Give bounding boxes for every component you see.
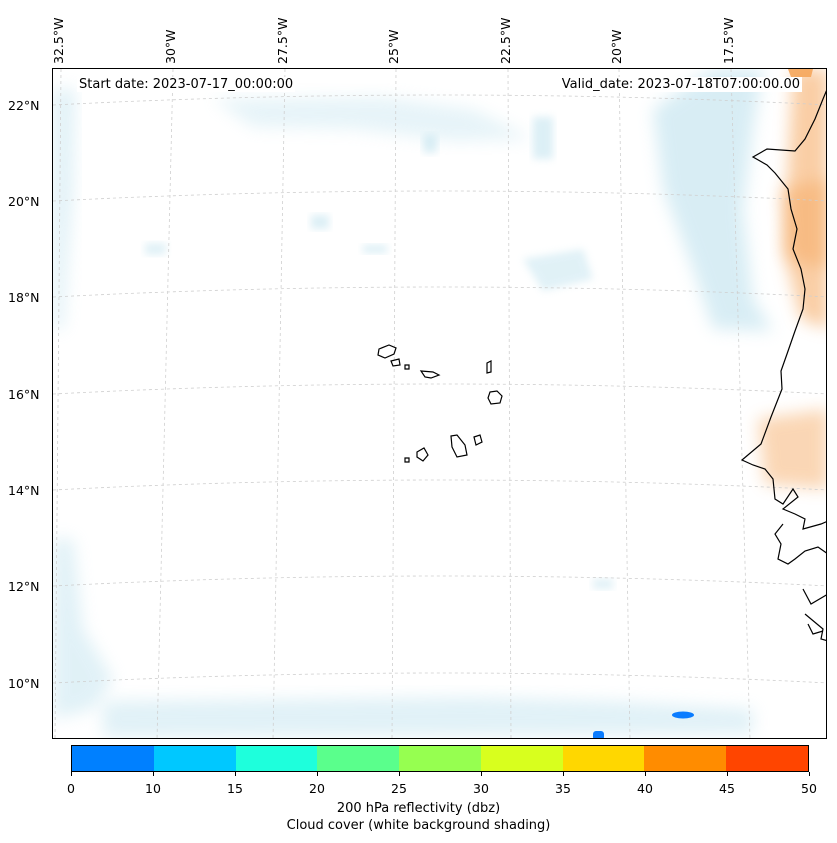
reflectivity-orange — [758, 69, 826, 489]
colorbar-tick — [234, 772, 236, 776]
island-sao-vicente — [390, 358, 401, 367]
colorbar-tick — [562, 772, 564, 776]
start-date-label: Start date: 2023-07-17_00:00:00 — [77, 77, 296, 92]
lon-label-25w: 25°W — [386, 29, 401, 64]
lon-label-20w: 20°W — [609, 29, 624, 64]
lat-label-10n: 10°N — [8, 676, 40, 691]
colorbar-segment-5 — [480, 746, 563, 771]
colorbar-segment-6 — [562, 746, 645, 771]
colorbar-tick — [316, 772, 318, 776]
colorbar-tick-label-10: 10 — [145, 781, 161, 796]
lon-label-27-5w: 27.5°W — [275, 17, 290, 64]
colorbar-tick — [398, 772, 400, 776]
colorbar-segment-7 — [644, 746, 727, 771]
colorbar-tick-label-40: 40 — [637, 781, 653, 796]
island-boa-vista — [487, 390, 503, 405]
lat-label-14n: 14°N — [8, 483, 40, 498]
lat-label-16n: 16°N — [8, 387, 40, 402]
island-maio — [473, 434, 483, 446]
colorbar-tick — [70, 772, 72, 776]
coastline-africa — [740, 90, 826, 642]
colorbar-tick-label-35: 35 — [555, 781, 571, 796]
cloud-shading — [53, 69, 773, 737]
colorbar-tick — [726, 772, 728, 776]
map-panel[interactable]: Start date: 2023-07-17_00:00:00 Valid_da… — [52, 68, 827, 739]
lat-label-22n: 22°N — [8, 98, 40, 113]
island-santo-antao — [377, 344, 397, 359]
colorbar-sublabel: Cloud cover (white background shading) — [286, 818, 551, 833]
colorbar-tick — [480, 772, 482, 776]
lat-label-20n: 20°N — [8, 194, 40, 209]
lon-label-32-5w: 32.5°W — [51, 17, 66, 64]
colorbar-segment-3 — [317, 746, 400, 771]
colorbar-tick-label-0: 0 — [67, 781, 75, 796]
colorbar-tick-label-25: 25 — [391, 781, 407, 796]
colorbar-label: 200 hPa reflectivity (dbz) — [336, 801, 501, 816]
colorbar-segment-1 — [153, 746, 236, 771]
colorbar-segment-0 — [72, 746, 154, 771]
lon-label-17-5w: 17.5°W — [721, 17, 736, 64]
colorbar-tick-label-30: 30 — [473, 781, 489, 796]
valid-date-label: Valid_date: 2023-07-18T07:00:00.00 — [559, 77, 802, 92]
island-santa-luzia — [404, 364, 410, 370]
lon-label-30w: 30°W — [163, 29, 178, 64]
colorbar-segment-4 — [399, 746, 481, 771]
graticule — [53, 69, 826, 738]
island-sal — [486, 360, 492, 374]
lat-label-12n: 12°N — [8, 579, 40, 594]
lon-label-22-5w: 22.5°W — [498, 17, 513, 64]
lat-label-18n: 18°N — [8, 290, 40, 305]
colorbar-tick-label-15: 15 — [227, 781, 243, 796]
reflectivity-blue — [593, 711, 694, 738]
map-canvas — [53, 69, 826, 738]
colorbar-tick-label-20: 20 — [309, 781, 325, 796]
colorbar — [71, 745, 809, 772]
colorbar-tick-label-50: 50 — [801, 781, 817, 796]
island-brava — [404, 457, 410, 463]
colorbar-segment-8 — [726, 746, 809, 771]
island-santiago — [450, 434, 468, 458]
colorbar-tick — [644, 772, 646, 776]
colorbar-tick — [808, 772, 810, 776]
cape-verde-islands — [377, 344, 503, 463]
colorbar-tick — [152, 772, 154, 776]
island-fogo — [416, 447, 429, 462]
colorbar-tick-label-45: 45 — [719, 781, 735, 796]
island-sao-nicolau — [419, 370, 441, 379]
colorbar-segment-2 — [235, 746, 318, 771]
